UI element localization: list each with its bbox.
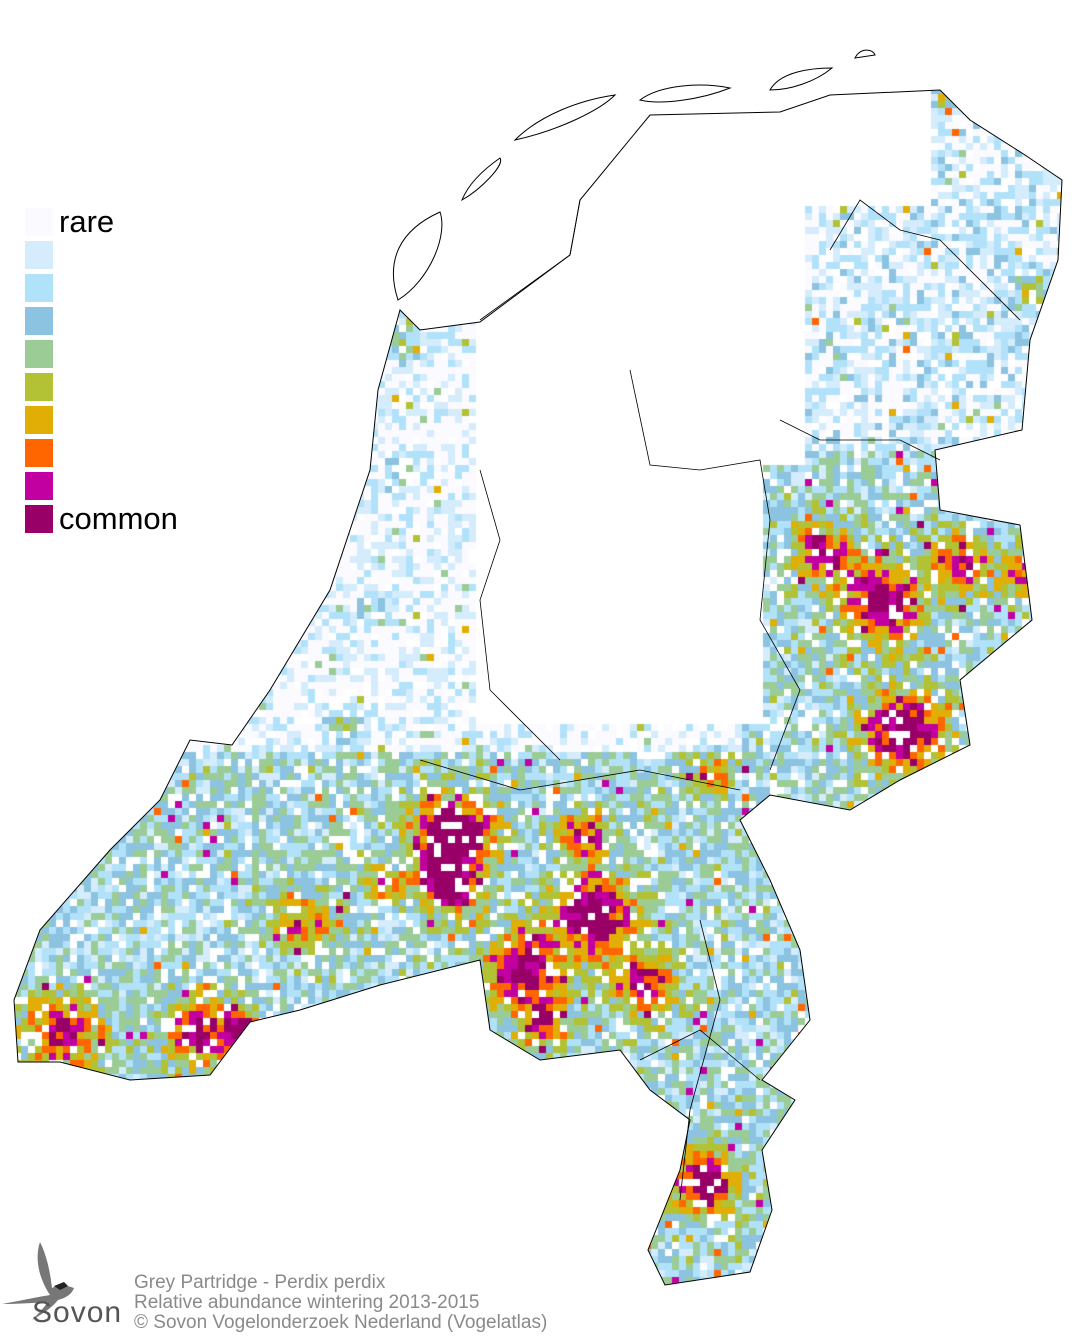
legend-item: common: [25, 502, 178, 535]
legend-item: [25, 337, 178, 370]
sovon-swallow-logo: [2, 1242, 74, 1320]
legend-item: [25, 436, 178, 469]
legend-item: [25, 271, 178, 304]
legend-item: [25, 238, 178, 271]
legend-item: [25, 403, 178, 436]
legend-swatch: [25, 339, 53, 368]
legend-label: rare: [59, 203, 115, 239]
species-title: Grey Partridge - Perdix perdix: [134, 1272, 386, 1293]
wadden-islands: [393, 49, 876, 301]
legend-item: [25, 304, 178, 337]
logo-text: Sovon: [32, 1296, 123, 1329]
legend-swatch: [25, 207, 53, 236]
legend-swatch: [25, 438, 53, 467]
map-subtitle: Relative abundance wintering 2013-2015: [134, 1292, 480, 1313]
legend-label: common: [59, 500, 178, 536]
legend-item: [25, 370, 178, 403]
legend-item: rare: [25, 205, 178, 238]
legend: rare common: [25, 205, 178, 535]
legend-swatch: [25, 504, 53, 533]
credits: Grey Partridge - Perdix perdix Relative …: [134, 1273, 547, 1333]
legend-swatch: [25, 372, 53, 401]
legend-swatch: [25, 240, 53, 269]
legend-swatch: [25, 405, 53, 434]
legend-swatch: [25, 471, 53, 500]
legend-swatch: [25, 306, 53, 335]
legend-item: [25, 469, 178, 502]
country-outline: [13, 89, 1063, 1286]
province-borders: [419, 199, 1021, 1201]
legend-swatch: [25, 273, 53, 302]
copyright: © Sovon Vogelonderzoek Nederland (Vogela…: [134, 1312, 548, 1333]
